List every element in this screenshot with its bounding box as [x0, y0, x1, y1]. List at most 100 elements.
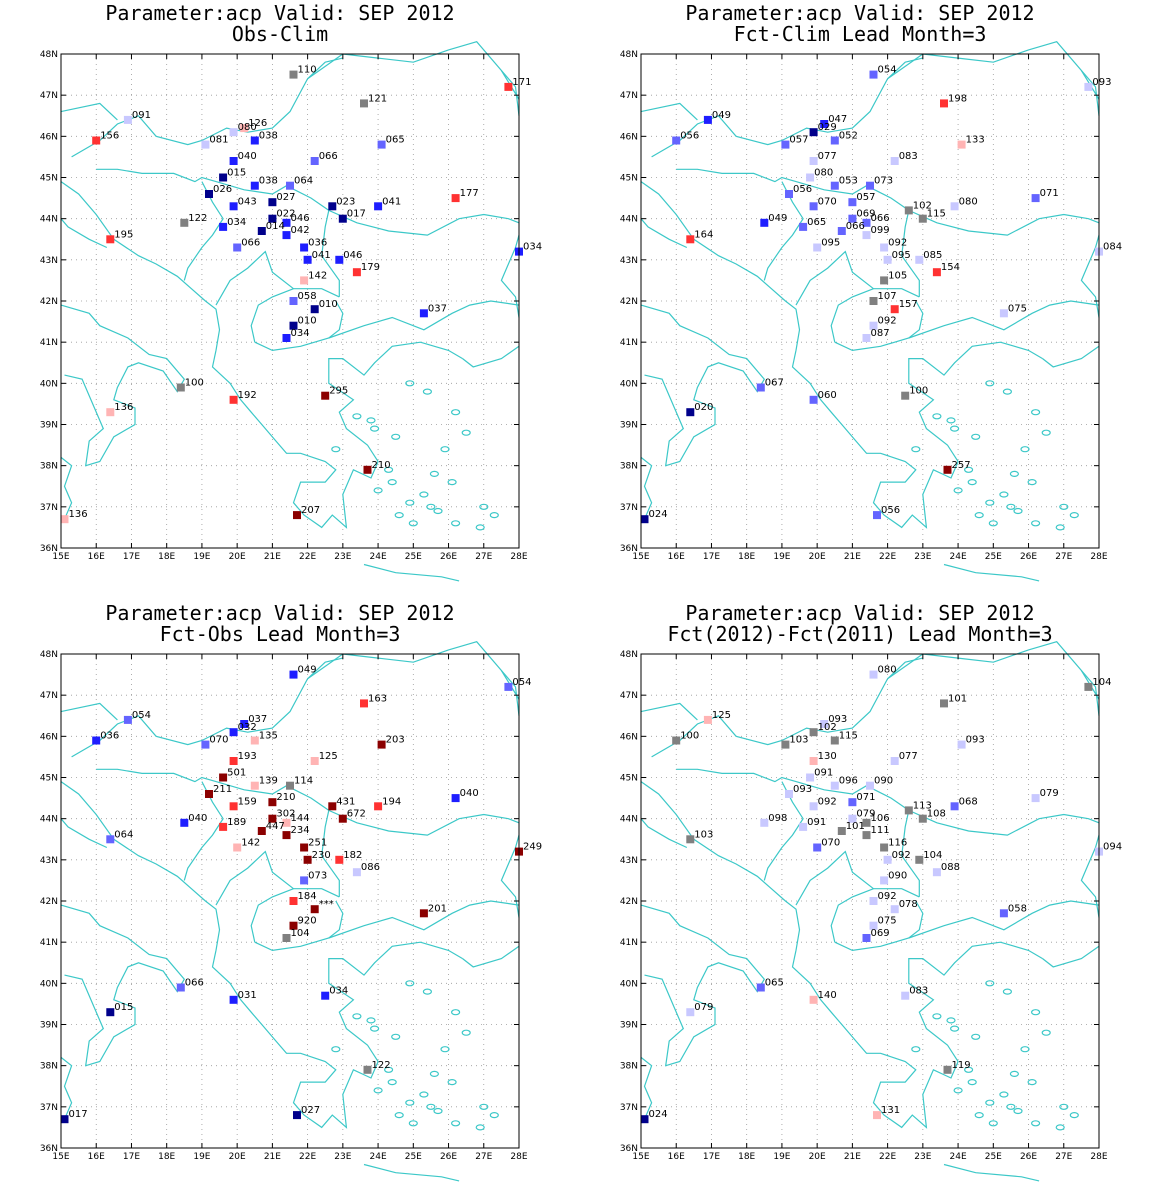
island: [1069, 511, 1079, 519]
island: [950, 1025, 960, 1032]
coastlines: [640, 641, 1100, 1182]
station-value-label: 087: [871, 328, 890, 339]
island: [451, 1009, 461, 1016]
coastline: [307, 641, 520, 700]
station-value-label: 125: [712, 710, 731, 721]
lon-tick-label: 21E: [264, 552, 281, 562]
axes: 15E 16E 17E 18E 19E 20E 21E 22E 23E 24E 25E 26E 27E 2…: [620, 50, 1108, 562]
station-value-label: 122: [372, 1060, 391, 1071]
station-marker: [686, 835, 695, 844]
station-value-label: 068: [959, 796, 978, 807]
station-marker: [862, 218, 871, 227]
station-marker: [293, 1111, 301, 1120]
station-value-label: 078: [899, 899, 918, 910]
coastline: [363, 1163, 460, 1182]
lat-tick-label: 41N: [620, 338, 638, 348]
lat-tick-label: 47N: [40, 91, 58, 101]
island: [932, 413, 942, 420]
island: [447, 1079, 457, 1086]
station-marker: [289, 70, 298, 79]
station-marker: [820, 120, 829, 128]
station-value-label: 108: [927, 809, 946, 820]
station-value-label: 047: [828, 114, 847, 125]
station-value-label: 140: [818, 990, 837, 1001]
coastline: [321, 810, 340, 897]
station-value-label: 024: [649, 1109, 668, 1120]
island: [988, 520, 998, 527]
island: [946, 417, 956, 424]
coastline: [462, 345, 520, 368]
station-marker: [809, 128, 818, 137]
station-marker: [809, 157, 818, 165]
station-value-label: 079: [856, 809, 875, 820]
coastline: [1042, 945, 1100, 968]
station-value-label: 080: [878, 665, 897, 676]
island: [370, 425, 380, 432]
station-value-label: 081: [209, 135, 228, 146]
station-marker: [640, 515, 649, 524]
coastline: [763, 181, 804, 281]
lon-tick-label: 25E: [405, 1152, 422, 1162]
lon-tick-label: 23E: [914, 552, 931, 562]
island: [1006, 1103, 1016, 1110]
station-value-label: 049: [768, 213, 787, 224]
lon-tick-label: 20E: [229, 552, 246, 562]
station-value-label: 015: [227, 168, 246, 179]
island: [953, 1087, 963, 1094]
station-value-label: 139: [259, 776, 278, 787]
station-value-label: 054: [512, 677, 531, 688]
station-value-label: 096: [839, 776, 858, 787]
station-value-label: 092: [878, 891, 897, 902]
station-marker: [830, 736, 839, 745]
station-value-label: 295: [329, 386, 348, 397]
station-marker: [289, 670, 298, 679]
station-value-label: 136: [69, 509, 88, 520]
station-value-label: 066: [241, 238, 260, 249]
station-value-label: 136: [114, 402, 133, 413]
station-marker: [848, 798, 857, 807]
coastline: [500, 70, 520, 116]
station-marker: [289, 921, 298, 930]
station-value-label: 040: [460, 788, 479, 799]
lat-tick-label: 39N: [40, 421, 58, 431]
station-marker: [869, 297, 878, 305]
station-value-label: 193: [238, 751, 257, 762]
station-marker: [809, 728, 818, 737]
lon-tick-label: 24E: [370, 1152, 387, 1162]
coastline: [500, 834, 520, 918]
station-value-label: 058: [1008, 903, 1027, 914]
station-value-label: 101: [948, 693, 967, 704]
station-marker: [338, 814, 347, 823]
station-value-label: 064: [294, 176, 313, 187]
station-value-label: 049: [712, 110, 731, 121]
lat-tick-label: 43N: [620, 856, 638, 866]
island: [373, 1087, 383, 1094]
station-value-label: 092: [818, 796, 837, 807]
station-value-label: 083: [899, 151, 918, 162]
station-value-label: 064: [114, 829, 133, 840]
island: [429, 1070, 439, 1077]
island: [426, 503, 436, 510]
station-marker: [377, 740, 386, 749]
station-value-label: 037: [248, 714, 267, 725]
station-marker: [686, 235, 695, 244]
station-marker: [286, 781, 294, 790]
station-marker: [92, 136, 101, 145]
station-marker: [880, 876, 889, 885]
station-marker: [785, 190, 793, 198]
coastlines: [640, 41, 1100, 582]
station-marker: [901, 991, 910, 1000]
island: [946, 1017, 956, 1024]
coastline: [887, 641, 1100, 700]
station-marker: [837, 227, 846, 235]
station-marker: [374, 202, 383, 211]
lon-tick-label: 28E: [510, 552, 527, 562]
station-marker: [890, 305, 899, 314]
station-value-label: 038: [259, 131, 278, 142]
station-marker: [869, 321, 878, 330]
coastline: [887, 41, 1100, 100]
station-marker: [201, 140, 210, 149]
station-value-label: 093: [828, 714, 847, 725]
station-marker: [950, 802, 959, 811]
